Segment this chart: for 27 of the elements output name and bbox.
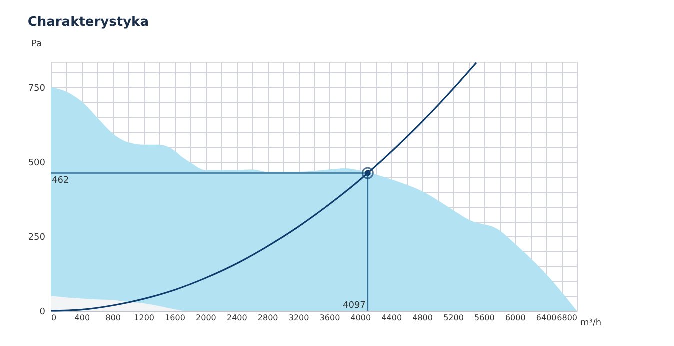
ref-line-label: 462 (52, 176, 70, 186)
y-axis-title: Pa (32, 40, 42, 50)
x-tick-label: 1200 (134, 314, 155, 322)
x-axis-title: m³/h (580, 318, 602, 328)
x-tick-label: 3200 (288, 314, 310, 322)
x-tick-label: 2800 (258, 314, 278, 322)
x-tick-label: 1600 (165, 314, 186, 322)
x-tick-label: 6800 (557, 314, 578, 322)
chart-title: Charakterystyka (28, 15, 149, 30)
x-tick-label: 5600 (474, 314, 495, 322)
x-tick-label: 6000 (505, 314, 526, 322)
x-tick-label: 2400 (226, 314, 248, 322)
line-series (50, 62, 478, 312)
y-tick-label: 500 (28, 158, 46, 168)
x-tick-label: 800 (106, 314, 122, 322)
x-tick-label: 2000 (196, 314, 216, 322)
x-tick-label: 5200 (444, 314, 464, 322)
x-tick-label: 4000 (350, 314, 372, 322)
x-tick-label: 6400 (536, 314, 557, 322)
x-tick-label: 4800 (412, 314, 433, 322)
x-tick-label: 4400 (382, 314, 402, 322)
x-tick-label: 3600 (320, 314, 340, 322)
ref-line-label: 4097 (343, 301, 366, 311)
y-tick-label: 250 (28, 232, 46, 243)
y-tick-label: 750 (28, 84, 46, 94)
x-tick-label: 400 (74, 314, 90, 322)
x-tick-label: 0 (52, 314, 57, 322)
